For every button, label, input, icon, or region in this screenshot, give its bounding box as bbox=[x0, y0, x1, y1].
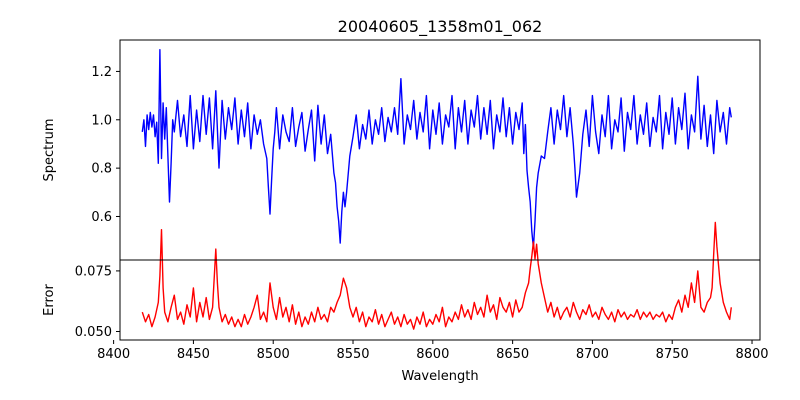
x-tick-label: 8650 bbox=[496, 347, 529, 362]
x-tick-label: 8500 bbox=[257, 347, 290, 362]
spectrum-y-tick-label: 0.8 bbox=[91, 162, 112, 177]
error-y-ticks: 0.050 0.075 bbox=[75, 264, 120, 340]
x-axis-label: Wavelength bbox=[401, 369, 478, 384]
spectrum-y-ticks: 0.6 0.8 1.0 1.2 bbox=[91, 65, 120, 225]
x-axis-ticks: 8400 8450 8500 8550 8600 8650 8700 8750 8800 bbox=[97, 340, 769, 362]
error-series-line bbox=[141, 221, 732, 330]
x-tick-label: 8700 bbox=[576, 347, 609, 362]
chart-title: 20040605_1358m01_062 bbox=[338, 17, 543, 37]
error-axes-frame bbox=[119, 259, 761, 341]
x-tick-label: 8400 bbox=[97, 347, 130, 362]
x-tick-label: 8450 bbox=[177, 347, 210, 362]
error-y-tick-label: 0.050 bbox=[75, 325, 112, 340]
error-y-tick-label: 0.075 bbox=[75, 264, 112, 279]
spectrum-y-tick-label: 1.0 bbox=[91, 113, 112, 128]
spectrum-panel: 0.6 0.8 1.0 1.2 Spectrum bbox=[42, 39, 761, 261]
x-tick-label: 8550 bbox=[336, 347, 369, 362]
spectrum-y-tick-label: 1.2 bbox=[91, 65, 112, 80]
x-tick-label: 8800 bbox=[735, 347, 768, 362]
x-tick-label: 8750 bbox=[656, 347, 689, 362]
error-y-axis-label: Error bbox=[42, 284, 57, 316]
spectrum-axes-frame bbox=[119, 39, 761, 261]
spectrum-y-axis-label: Spectrum bbox=[42, 119, 57, 182]
spectrum-series-line bbox=[141, 49, 732, 249]
spectrum-y-tick-label: 0.6 bbox=[91, 210, 112, 225]
spectrum-plot-area bbox=[141, 49, 732, 249]
error-panel: 0.050 0.075 Error bbox=[42, 221, 761, 341]
error-plot-area bbox=[141, 221, 732, 330]
x-tick-label: 8600 bbox=[416, 347, 449, 362]
